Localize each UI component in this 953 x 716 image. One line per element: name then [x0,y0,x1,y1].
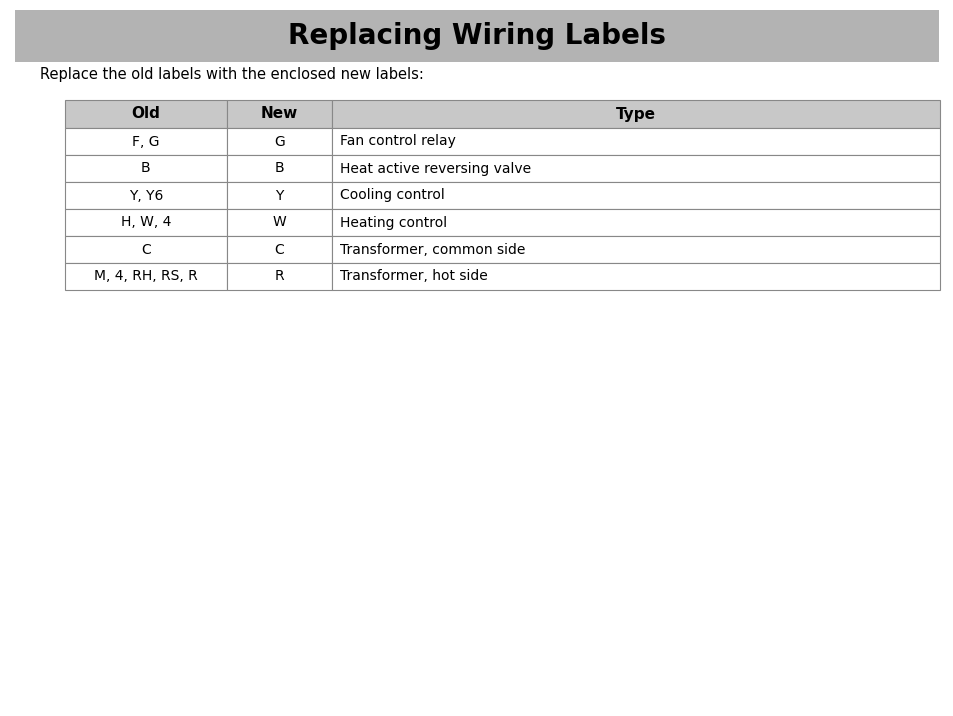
Text: Heating control: Heating control [339,216,447,230]
Bar [332,100,939,128]
Text: Fan control relay: Fan control relay [339,135,456,148]
Text: C: C [274,243,284,256]
Text: R: R [274,269,284,284]
Text: Heat active reversing valve: Heat active reversing valve [339,162,531,175]
Text: Cooling control: Cooling control [339,188,444,203]
Text: Replace the old labels with the enclosed new labels:: Replace the old labels with the enclosed… [40,67,423,82]
Bar [65,128,227,155]
Bar [65,182,227,209]
Text: F, G: F, G [132,135,159,148]
Text: W: W [273,216,286,230]
Text: B: B [274,162,284,175]
Text: C: C [141,243,151,256]
Bar [65,100,227,128]
Text: New: New [260,107,297,122]
Text: Old: Old [132,107,160,122]
Bar [65,263,227,290]
Text: M, 4, RH, RS, R: M, 4, RH, RS, R [94,269,197,284]
Bar [15,10,938,62]
Bar [332,182,939,209]
Text: H, W, 4: H, W, 4 [121,216,171,230]
Bar [332,236,939,263]
Text: Y, Y6: Y, Y6 [129,188,163,203]
Bar [65,236,227,263]
Text: G: G [274,135,284,148]
Bar [65,155,227,182]
Bar [227,155,332,182]
Text: Transformer, hot side: Transformer, hot side [339,269,487,284]
Bar [332,263,939,290]
Bar [65,209,227,236]
Text: Type: Type [616,107,656,122]
Bar [227,263,332,290]
Bar [332,209,939,236]
Bar [332,128,939,155]
Bar [227,236,332,263]
Bar [332,155,939,182]
Text: Transformer, common side: Transformer, common side [339,243,525,256]
Bar [227,100,332,128]
Bar [227,209,332,236]
Bar [227,128,332,155]
Bar [227,182,332,209]
Text: Y: Y [274,188,283,203]
Text: Replacing Wiring Labels: Replacing Wiring Labels [288,22,665,50]
Text: B: B [141,162,151,175]
